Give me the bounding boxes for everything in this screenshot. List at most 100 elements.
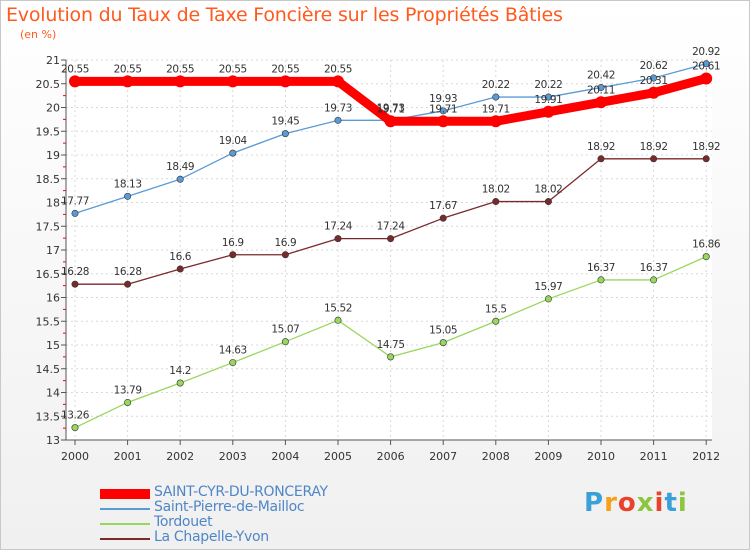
legend-swatch: [100, 489, 150, 499]
logo-letter: i: [654, 488, 665, 518]
x-tick-label: 2010: [587, 450, 615, 463]
data-point: [439, 214, 447, 222]
y-tick-label: 16: [46, 292, 60, 305]
data-point: [124, 280, 132, 288]
data-label: 20.55: [166, 63, 194, 75]
data-point: [595, 96, 607, 109]
logo-letter: P: [584, 488, 605, 518]
y-tick-label: 14: [46, 387, 60, 400]
data-label: 13.26: [61, 410, 90, 422]
unit-label: (en %): [20, 28, 57, 41]
y-tick-label: 17: [46, 244, 60, 257]
data-label: 19.45: [271, 116, 299, 128]
data-point: [124, 192, 132, 200]
data-point: [229, 359, 237, 367]
data-label: 16.86: [692, 239, 721, 251]
y-tick-label: 18.5: [36, 173, 61, 186]
data-point: [334, 316, 342, 324]
data-label: 14.2: [169, 365, 191, 377]
legend-swatch: [100, 538, 150, 540]
data-label: 15.5: [485, 303, 507, 315]
y-tick-label: 17.5: [36, 220, 61, 233]
data-label: 20.22: [482, 79, 510, 91]
data-point: [492, 93, 500, 101]
legend-label: La Chapelle-Yvon: [154, 529, 269, 545]
x-tick-label: 2011: [640, 450, 668, 463]
logo-letter: r: [604, 488, 618, 518]
data-point: [229, 149, 237, 157]
data-label: 18.92: [692, 141, 720, 153]
data-point: [650, 155, 658, 163]
data-point: [700, 72, 713, 85]
data-label: 18.02: [534, 184, 562, 196]
data-label: 17.77: [61, 195, 89, 207]
data-label: 15.97: [534, 281, 562, 293]
x-tick-label: 2002: [166, 450, 194, 463]
data-label: 16.37: [640, 262, 668, 274]
data-label: 14.63: [219, 345, 247, 357]
x-tick-label: 2009: [534, 450, 562, 463]
data-label: 18.92: [640, 141, 668, 153]
data-point: [176, 379, 184, 387]
data-point: [544, 198, 552, 206]
data-point: [650, 74, 658, 82]
data-label: 15.05: [429, 325, 457, 337]
data-label: 20.55: [61, 63, 89, 75]
data-label: 17.67: [429, 200, 457, 212]
y-tick-label: 14.5: [36, 363, 61, 376]
logo-letter: x: [636, 488, 655, 518]
legend-label: Saint-Pierre-de-Mailloc: [154, 499, 305, 515]
data-point: [332, 75, 344, 88]
data-label: 20.55: [114, 63, 142, 75]
legend-label: SAINT-CYR-DU-RONCERAY: [154, 484, 328, 500]
y-tick-label: 15: [46, 339, 60, 352]
data-point: [387, 353, 395, 361]
legend-label: Tordouet: [154, 514, 213, 530]
data-point: [69, 75, 81, 88]
data-label: 20.55: [219, 63, 247, 75]
x-tick-label: 2003: [219, 450, 247, 463]
data-point: [279, 75, 292, 88]
data-label: 20.55: [324, 63, 352, 75]
y-tick-label: 19: [46, 149, 60, 162]
data-point: [281, 251, 289, 259]
data-point: [702, 253, 710, 261]
data-point: [542, 105, 555, 118]
data-point: [650, 276, 658, 284]
x-tick-label: 2005: [324, 450, 352, 463]
x-tick-label: 2008: [482, 450, 510, 463]
data-label: 20.61: [692, 61, 720, 73]
data-label: 18.02: [482, 184, 510, 196]
data-label: 18.49: [166, 161, 194, 173]
data-point: [229, 251, 237, 259]
y-tick-label: 21: [46, 54, 60, 67]
data-point: [702, 60, 710, 68]
data-point: [544, 295, 552, 303]
data-point: [597, 276, 605, 284]
data-point: [176, 265, 184, 273]
data-point: [71, 280, 79, 288]
data-point: [387, 235, 395, 243]
data-point: [124, 398, 132, 406]
logo-letter: i: [677, 488, 688, 518]
legend-swatch: [100, 523, 150, 525]
data-label: 19.73: [377, 102, 405, 114]
data-label: 18.92: [587, 141, 615, 153]
y-tick-label: 20.5: [36, 78, 61, 91]
data-label: 16.37: [587, 262, 615, 274]
data-label: 19.91: [534, 94, 562, 106]
x-tick-label: 2006: [377, 450, 405, 463]
data-point: [281, 338, 289, 346]
x-tick-label: 2004: [271, 450, 299, 463]
data-label: 20.42: [587, 70, 615, 82]
y-tick-label: 19.5: [36, 125, 61, 138]
data-point: [437, 115, 450, 128]
data-point: [702, 155, 710, 163]
y-tick-label: 13: [46, 434, 60, 447]
data-point: [71, 424, 79, 432]
data-label: 14.75: [377, 339, 405, 351]
data-label: 16.9: [275, 237, 297, 249]
y-tick-label: 13.5: [36, 410, 61, 423]
data-label: 19.73: [324, 102, 352, 114]
data-label: 15.52: [324, 302, 352, 314]
